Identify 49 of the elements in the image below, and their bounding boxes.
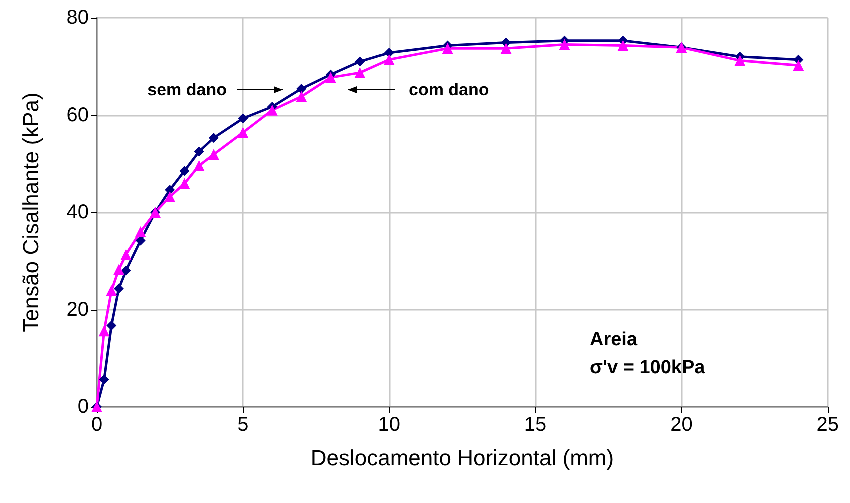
point xyxy=(266,104,278,116)
point xyxy=(98,326,110,337)
point xyxy=(179,178,190,190)
point xyxy=(384,54,395,66)
point xyxy=(194,160,205,172)
y-axis-title: Tensão Cisalhante (kPa) xyxy=(18,92,44,332)
x-tick-label: 15 xyxy=(524,414,547,436)
point xyxy=(106,285,118,296)
point xyxy=(238,127,249,138)
point xyxy=(793,60,804,72)
point xyxy=(106,320,117,331)
point xyxy=(442,43,454,54)
point xyxy=(120,249,132,260)
point xyxy=(325,72,336,84)
point xyxy=(164,191,176,202)
point xyxy=(500,43,512,54)
point xyxy=(180,166,190,176)
x-tick-label: 5 xyxy=(238,414,249,436)
y-tick-label: 0 xyxy=(78,396,89,418)
point xyxy=(384,48,394,58)
point xyxy=(618,40,629,52)
annotation: Areia σ'v = 100kPa xyxy=(590,330,706,378)
point xyxy=(135,226,146,238)
y-tick-label: 80 xyxy=(66,7,89,29)
x-tick-label: 20 xyxy=(670,414,693,436)
point xyxy=(208,149,220,160)
x-axis-title: Deslocamento Horizontal (mm) xyxy=(310,446,614,470)
point xyxy=(296,84,307,94)
point xyxy=(113,264,124,276)
y-tick-label: 40 xyxy=(66,202,89,224)
point xyxy=(121,266,132,276)
point xyxy=(559,39,570,50)
y-tick-label: 60 xyxy=(66,104,89,126)
x-tick-label: 25 xyxy=(816,414,839,436)
point xyxy=(99,374,110,385)
annotation: com dano xyxy=(409,80,490,100)
point xyxy=(355,56,366,67)
point xyxy=(238,114,248,124)
point xyxy=(208,133,219,144)
point xyxy=(194,146,204,157)
point xyxy=(296,91,308,102)
point xyxy=(734,55,746,66)
y-tick-label: 20 xyxy=(66,298,89,321)
x-tick-label: 10 xyxy=(378,414,400,436)
point xyxy=(354,67,366,78)
annotation: sem dano xyxy=(148,80,227,100)
point xyxy=(114,284,124,294)
point xyxy=(165,185,176,196)
x-tick-label: 0 xyxy=(91,414,103,436)
